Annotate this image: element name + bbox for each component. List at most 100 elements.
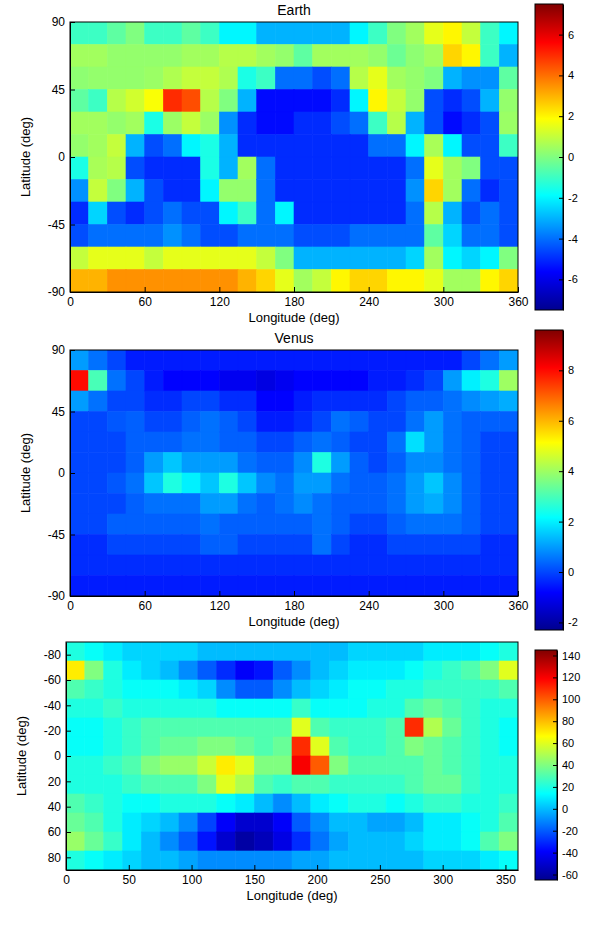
tick: 2 bbox=[559, 110, 574, 122]
cell bbox=[160, 813, 179, 832]
tick: 140 bbox=[553, 649, 580, 661]
cell bbox=[350, 350, 369, 371]
tick-label: 45 bbox=[52, 83, 66, 97]
cell bbox=[292, 756, 311, 775]
cell bbox=[481, 135, 500, 158]
cell bbox=[198, 680, 217, 699]
cell bbox=[499, 453, 518, 474]
cell bbox=[311, 775, 330, 794]
cell bbox=[201, 412, 220, 433]
tick-mark bbox=[317, 865, 318, 870]
cell bbox=[141, 794, 160, 813]
cell bbox=[443, 453, 462, 474]
colorbar-ramp bbox=[535, 4, 563, 310]
cell bbox=[198, 775, 217, 794]
cell bbox=[292, 813, 311, 832]
cell bbox=[462, 202, 481, 225]
cell bbox=[406, 67, 425, 90]
tick-label: 6 bbox=[568, 29, 574, 41]
cell bbox=[443, 412, 462, 433]
cell bbox=[126, 135, 145, 158]
tick: 4 bbox=[559, 69, 574, 81]
colorbar-axis: -60-40-20020406080100120140 bbox=[553, 649, 580, 880]
cell bbox=[350, 453, 369, 474]
cell bbox=[462, 514, 481, 535]
cell bbox=[369, 555, 388, 576]
cell bbox=[182, 412, 201, 433]
cell bbox=[123, 680, 142, 699]
x-axis: 060120180240300360 bbox=[67, 287, 529, 309]
cell bbox=[499, 718, 518, 737]
cell bbox=[481, 432, 500, 453]
cell bbox=[257, 135, 276, 158]
tick-mark bbox=[443, 287, 444, 292]
cell bbox=[163, 535, 182, 556]
cell bbox=[406, 22, 425, 45]
cell bbox=[294, 371, 313, 392]
cell bbox=[311, 832, 330, 851]
cell bbox=[123, 642, 142, 661]
cell bbox=[275, 371, 294, 392]
cell bbox=[70, 350, 89, 371]
cell bbox=[481, 202, 500, 225]
colorbar-axis: -6-4-20246 bbox=[559, 5, 578, 311]
y-axis: -90-4504590 bbox=[48, 343, 75, 603]
cell bbox=[219, 180, 238, 203]
cell bbox=[89, 135, 108, 158]
tick-mark bbox=[443, 591, 444, 596]
cell bbox=[104, 699, 123, 718]
cell bbox=[160, 680, 179, 699]
cell bbox=[331, 412, 350, 433]
tick: 80 bbox=[48, 851, 71, 865]
cell bbox=[201, 371, 220, 392]
cell bbox=[462, 432, 481, 453]
cell bbox=[107, 453, 126, 474]
cell bbox=[275, 391, 294, 412]
tick: -40 bbox=[44, 699, 71, 713]
x-axis-title: Longitude (deg) bbox=[246, 888, 337, 903]
cell bbox=[70, 391, 89, 412]
cell bbox=[292, 851, 311, 870]
cell bbox=[254, 737, 273, 756]
cell bbox=[406, 555, 425, 576]
tick-label: 80 bbox=[48, 851, 62, 865]
cell bbox=[367, 851, 386, 870]
cell bbox=[386, 832, 405, 851]
cell bbox=[462, 350, 481, 371]
tick-label: -90 bbox=[48, 285, 66, 299]
tick: 90 bbox=[52, 15, 75, 29]
cell bbox=[369, 270, 388, 293]
cell bbox=[387, 135, 406, 158]
cell bbox=[313, 453, 332, 474]
cell bbox=[163, 412, 182, 433]
cell bbox=[238, 432, 257, 453]
cell bbox=[369, 112, 388, 135]
cell bbox=[70, 412, 89, 433]
tick-label: 80 bbox=[562, 715, 574, 727]
cell bbox=[462, 45, 481, 68]
cell bbox=[499, 661, 518, 680]
cell bbox=[387, 90, 406, 113]
y-axis: -80-60-40-20020406080 bbox=[44, 643, 71, 871]
cell bbox=[481, 247, 500, 270]
y-axis-title: Latitude (deg) bbox=[18, 117, 33, 197]
cell bbox=[145, 180, 164, 203]
cell bbox=[480, 737, 499, 756]
cell bbox=[481, 112, 500, 135]
cell bbox=[257, 45, 276, 68]
cell bbox=[425, 473, 444, 494]
tick-label: 180 bbox=[284, 599, 304, 613]
cell bbox=[425, 576, 444, 597]
cell bbox=[145, 22, 164, 45]
cell bbox=[275, 180, 294, 203]
cell bbox=[126, 225, 145, 248]
cell bbox=[425, 555, 444, 576]
cell bbox=[462, 90, 481, 113]
cell bbox=[254, 794, 273, 813]
cell bbox=[406, 180, 425, 203]
cell bbox=[349, 718, 368, 737]
cell bbox=[405, 680, 424, 699]
cell bbox=[89, 67, 108, 90]
cell bbox=[480, 813, 499, 832]
tick-label: 360 bbox=[508, 599, 528, 613]
